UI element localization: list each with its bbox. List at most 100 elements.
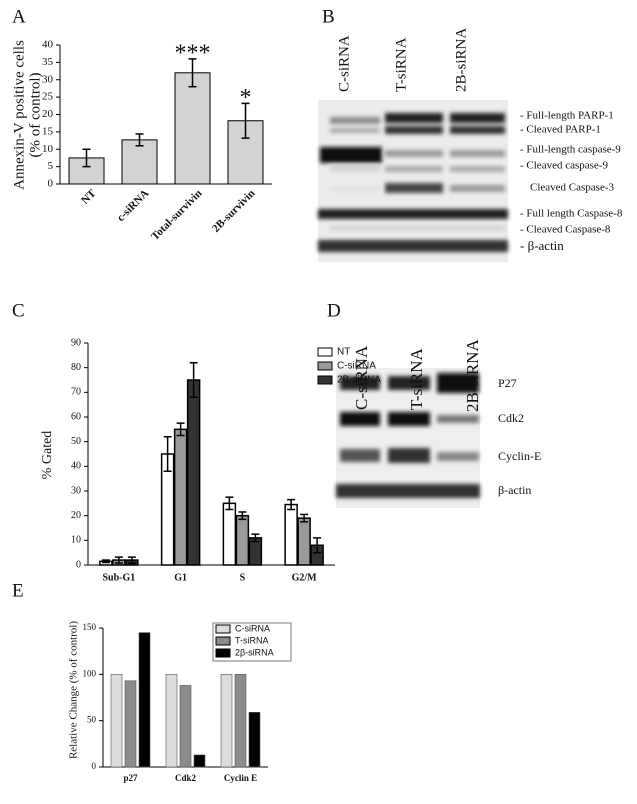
- band-label: Cyclin-E: [498, 449, 541, 463]
- error-bar: [251, 533, 260, 543]
- panel-letter: C: [12, 300, 25, 321]
- y-tick-label: 0: [92, 761, 97, 771]
- y-tick-label: 80: [71, 362, 81, 373]
- band-label: - Cleaved caspase-9: [520, 160, 608, 172]
- bar: [248, 712, 261, 768]
- bar: [234, 674, 247, 768]
- error-bar: [114, 556, 123, 564]
- legend-label: T-siRNA: [235, 635, 269, 645]
- band-label: - Cleaved PARP-1: [520, 124, 601, 136]
- bar: [222, 502, 237, 566]
- bar: [173, 428, 188, 566]
- y-axis-label: (% of control): [27, 73, 43, 158]
- bar: [186, 379, 201, 566]
- y-tick-label: 30: [42, 73, 54, 85]
- x-tick-label: p27: [123, 773, 138, 783]
- x-tick-label: G2/M: [292, 572, 318, 583]
- error-bar: [101, 559, 110, 564]
- legend-swatch: [317, 375, 333, 385]
- band-label: P27: [498, 376, 517, 390]
- x-tick-label: Cdk2: [175, 773, 197, 783]
- band-label: - Full length Caspase-8: [520, 208, 623, 220]
- y-tick-label: 70: [71, 387, 81, 398]
- bar: [220, 674, 233, 768]
- band-label: Cleaved Caspase-3: [530, 182, 614, 194]
- y-tick-label: 40: [71, 461, 81, 472]
- x-tick-label: c-siRNA: [115, 187, 152, 224]
- error-bar: [163, 435, 172, 473]
- band-label: - Full-length caspase-9: [520, 144, 621, 156]
- y-tick-label: 5: [48, 160, 54, 172]
- error-bar: [82, 148, 91, 168]
- y-tick-label: 0: [76, 559, 81, 570]
- bar: [193, 754, 206, 768]
- legend-label: NT: [337, 347, 350, 358]
- y-tick-label: 10: [71, 535, 81, 546]
- lane-label: C-siRNA: [352, 345, 371, 410]
- x-tick-label: S: [240, 572, 246, 583]
- annotation: ***: [175, 40, 211, 66]
- bar: [124, 680, 137, 768]
- panel-letter: A: [12, 6, 26, 27]
- lane-label: T-siRNA: [407, 348, 426, 410]
- bar: [235, 514, 250, 566]
- y-tick-label: 15: [42, 125, 54, 137]
- y-tick-label: 50: [71, 436, 81, 447]
- error-bar: [135, 133, 144, 147]
- y-tick-label: 90: [71, 337, 81, 348]
- bar: [110, 674, 123, 768]
- y-tick-label: 30: [71, 485, 81, 496]
- y-tick-label: 10: [42, 143, 54, 155]
- lane-label: T-siRNA: [393, 37, 409, 92]
- y-tick-label: 35: [42, 56, 54, 68]
- error-bar: [313, 537, 322, 554]
- error-bar: [241, 102, 250, 139]
- blot-image: [318, 100, 508, 262]
- legend-swatch: [215, 636, 231, 646]
- legend-label: C-siRNA: [235, 623, 270, 633]
- x-tick-label: Cyclin E: [224, 773, 257, 783]
- legend-swatch: [317, 347, 333, 357]
- y-tick-label: 0: [48, 178, 54, 190]
- error-bar: [176, 422, 185, 437]
- band-label: Cdk2: [498, 411, 524, 425]
- y-tick-label: 100: [83, 668, 97, 678]
- y-tick-label: 50: [87, 715, 97, 725]
- x-tick-label: NT: [79, 187, 99, 207]
- bar: [174, 72, 211, 185]
- error-bar: [225, 496, 234, 511]
- error-bar: [287, 498, 296, 511]
- band-label: - Cleaved Caspase-8: [520, 224, 611, 236]
- bar: [179, 685, 192, 768]
- y-axis-label: % Gated: [40, 431, 55, 480]
- error-bar: [300, 513, 309, 523]
- lane-label: C-siRNA: [336, 35, 352, 92]
- error-bar: [127, 556, 136, 564]
- bar: [165, 674, 178, 768]
- y-tick-label: 60: [71, 411, 81, 422]
- y-axis-label: Annexin-V positive cells: [11, 40, 27, 190]
- band-label: β-actin: [498, 483, 531, 497]
- band-label: - Full-length PARP-1: [520, 110, 614, 122]
- error-bar: [188, 58, 197, 88]
- legend-swatch: [317, 361, 333, 371]
- lane-label: 2B-siRNA: [453, 28, 469, 92]
- legend-label: C-siRNA: [337, 361, 376, 372]
- y-tick-label: 40: [42, 39, 54, 51]
- legend-swatch: [215, 648, 231, 658]
- y-tick-label: 20: [71, 510, 81, 521]
- x-tick-label: Sub-G1: [102, 572, 135, 583]
- legend-label: 2β-siRNA: [235, 647, 274, 657]
- x-tick-label: G1: [174, 572, 187, 583]
- band-label: - β-actin: [520, 238, 564, 253]
- bar: [297, 517, 311, 566]
- annotation: *: [240, 85, 252, 111]
- error-bar: [238, 511, 247, 521]
- panel-letter: D: [327, 300, 341, 321]
- bar: [138, 632, 151, 768]
- legend-label: 2B-siRNA: [337, 375, 381, 386]
- lane-label: 2B-siRNA: [463, 339, 482, 412]
- panel-letter: E: [12, 580, 24, 601]
- blot-image: [336, 368, 480, 508]
